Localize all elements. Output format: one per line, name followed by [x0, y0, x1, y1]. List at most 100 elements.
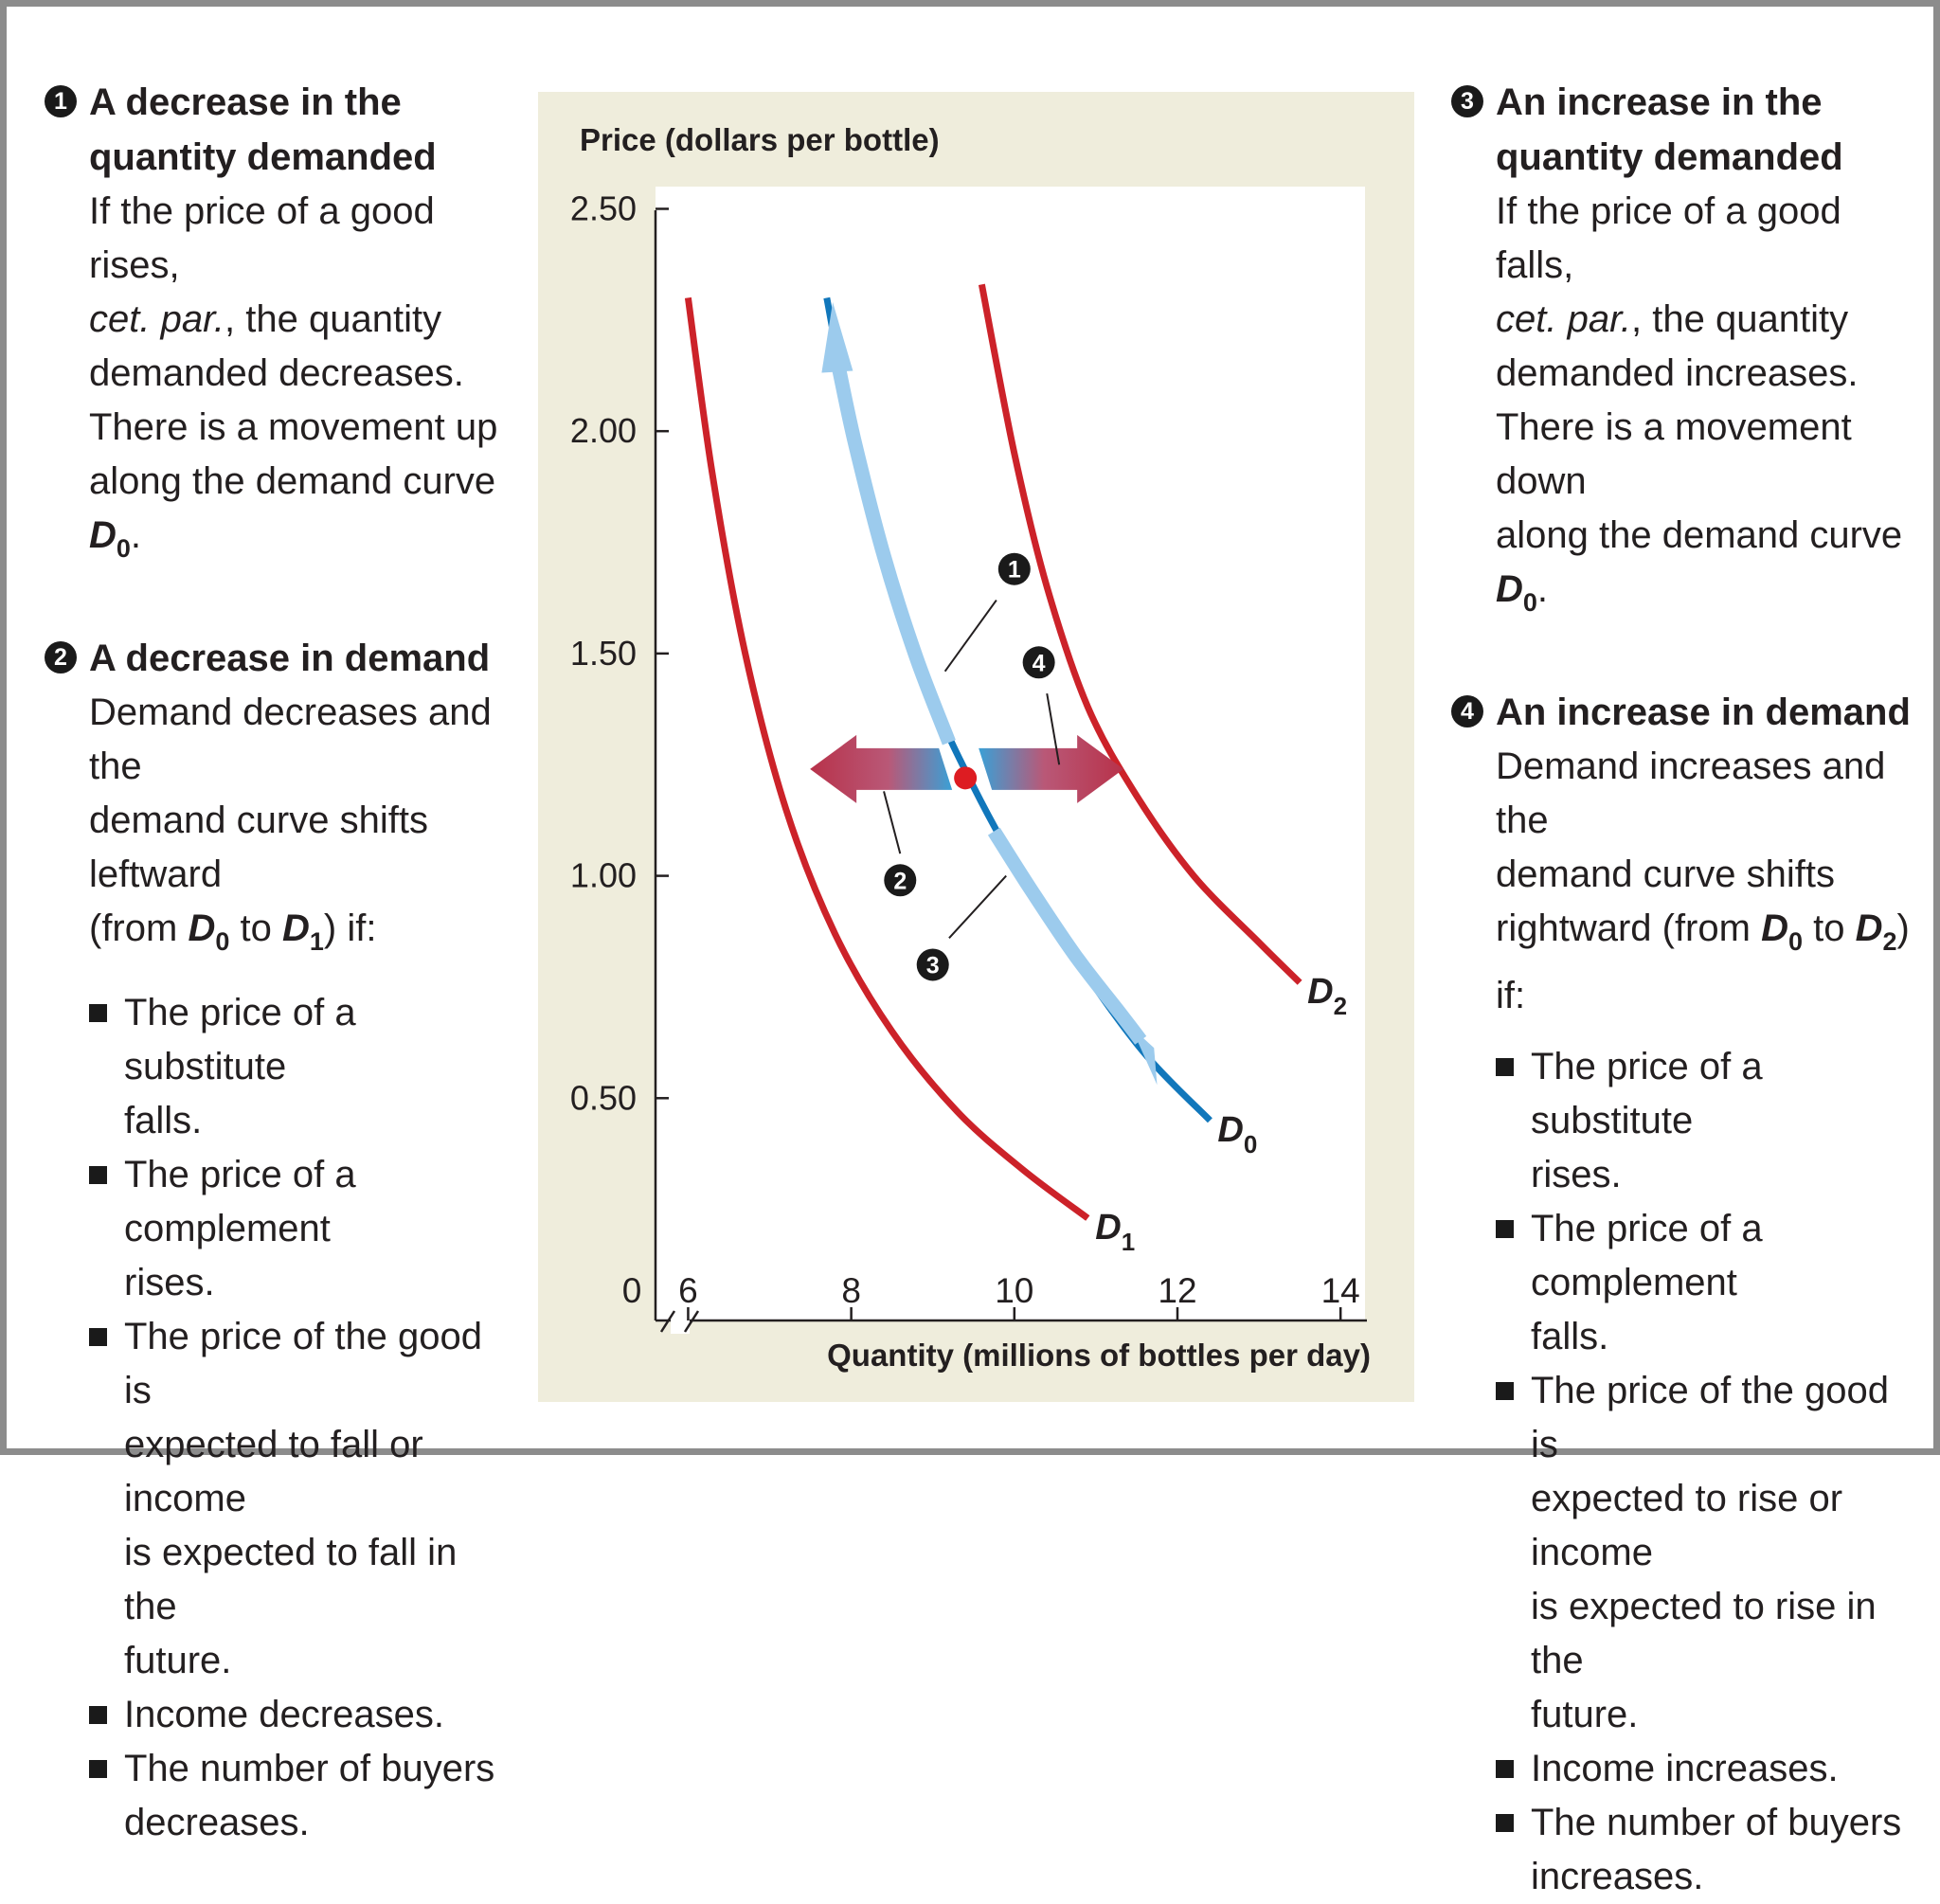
block1-line: There is a movement up: [89, 406, 498, 448]
x-tick-label: 6: [678, 1271, 698, 1310]
condition-line: Income increases.: [1531, 1748, 1839, 1789]
callout-3-number: 3: [926, 952, 940, 979]
chart-panel: Price (dollars per bottle) Quantity (mil…: [538, 92, 1414, 1402]
block3-body: If the price of a good falls, cet. par.,…: [1451, 185, 1925, 630]
block2-title-text: A decrease in demand: [89, 638, 491, 679]
curve-letter: D: [1307, 972, 1333, 1012]
curve-symbol: D0: [1496, 568, 1537, 617]
origin-label: 0: [622, 1271, 642, 1310]
curve-d2: [978, 283, 1302, 985]
curve-symbol: D1: [281, 907, 324, 956]
label-d1: D1: [1095, 1208, 1135, 1256]
bullet-square-icon: [1496, 1814, 1514, 1832]
block3-line-text: along the demand curve: [1496, 514, 1903, 556]
curve-letter: D: [1855, 907, 1883, 949]
callout-3-leader: [948, 874, 1007, 939]
x-tick-label: 14: [1321, 1271, 1360, 1310]
curve-subscript: 1: [309, 927, 324, 956]
condition-item: The price of a substitute falls.: [89, 986, 518, 1148]
block4-title-text: An increase in demand: [1496, 692, 1911, 733]
block1-title-line2: quantity demanded: [89, 136, 437, 178]
curve-symbol: D0: [1761, 907, 1803, 956]
shift-left-arrow: [810, 734, 953, 803]
block3-title-line2: quantity demanded: [1496, 136, 1843, 178]
callout-2-circle: [884, 864, 917, 897]
condition-line: expected to rise or income: [1531, 1478, 1843, 1573]
decrease-conditions-list: The price of a substitute falls. The price…: [45, 986, 518, 1850]
bullet-square-icon: [89, 1166, 107, 1184]
axes: 0.501.001.502.002.506 8 10 12 14: [570, 189, 1367, 1334]
condition-item: The price of a complement falls.: [1496, 1202, 1925, 1364]
condition-line: The price of a substitute: [124, 992, 356, 1087]
callout-1-number: 1: [1008, 557, 1021, 584]
condition-item: The price of the good is expected to fall…: [89, 1310, 518, 1688]
demand-chart: Price (dollars per bottle) Quantity (mil…: [570, 122, 1371, 1373]
callout-1-leader: [943, 599, 997, 673]
curve-symbol: D0: [188, 907, 229, 956]
condition-item: The price of a complement rises.: [89, 1148, 518, 1310]
callout-1-circle: [997, 552, 1031, 585]
axis-break-mark: [683, 1310, 700, 1333]
block2-body: Demand decreases and the demand curve sh…: [45, 686, 518, 969]
bullet-square-icon: [89, 1004, 107, 1022]
block1-title: 1 A decrease in the quantity demanded: [45, 75, 518, 185]
callout-4-circle: [1022, 646, 1055, 679]
condition-line: future.: [1531, 1694, 1639, 1735]
curve-symbol: D0: [89, 514, 131, 563]
sentence-end: .: [1536, 568, 1549, 610]
if-text: ) if:: [323, 907, 377, 949]
block4-from-text: rightward (from: [1496, 907, 1751, 949]
x-tick-label: 12: [1158, 1271, 1196, 1310]
block3-title-line1: An increase in the: [1496, 81, 1823, 123]
condition-line: The price of a substitute: [1531, 1046, 1763, 1141]
callout-4-number: 4: [1033, 650, 1046, 676]
x-tick-label: 8: [841, 1271, 861, 1310]
cet-par-text: cet. par.: [89, 298, 225, 340]
callout-2-badge: 2: [45, 641, 77, 674]
block1-line: cet. par., the quantity: [89, 293, 518, 347]
movement-up-arrowhead: [821, 302, 853, 373]
curve-letter: D: [1095, 1208, 1121, 1248]
right-explanation-panel: 3 An increase in the quantity demanded I…: [1451, 75, 1925, 1904]
condition-line: is expected to rise in the: [1531, 1586, 1877, 1681]
block3-line: along the demand curve D0.: [1496, 509, 1925, 630]
curve-subscript: 0: [1787, 927, 1803, 956]
condition-line: decreases.: [124, 1802, 310, 1843]
condition-line: Income decreases.: [124, 1694, 444, 1735]
callout-3-badge: 3: [1451, 85, 1483, 117]
block1-body: If the price of a good rises, cet. par.,…: [45, 185, 518, 576]
block2-line: (from D0 to D1) if:: [89, 902, 518, 969]
increase-conditions-list: The price of a substitute rises. The price…: [1451, 1040, 1925, 1904]
condition-line: The number of buyers: [1531, 1802, 1902, 1843]
block1-line-rest: , the quantity: [225, 298, 442, 340]
condition-line: rises.: [1531, 1154, 1622, 1195]
if-text: ) if:: [1496, 907, 1910, 1016]
block3-line: demanded increases.: [1496, 352, 1859, 394]
curve-letter: D: [281, 907, 310, 949]
block2-line: demand curve shifts leftward: [89, 799, 428, 895]
curve-letter: D: [1496, 568, 1523, 610]
condition-line: expected to fall or income: [124, 1424, 423, 1519]
left-explanation-panel: 1 A decrease in the quantity demanded If…: [45, 75, 518, 1850]
condition-line: falls.: [124, 1100, 203, 1141]
block3-title: 3 An increase in the quantity demanded: [1451, 75, 1925, 185]
curve-letter: D: [1217, 1110, 1243, 1150]
bullet-square-icon: [1496, 1382, 1514, 1400]
initial-point: [954, 766, 978, 790]
curve-subscript: 0: [1522, 588, 1537, 617]
condition-line: is expected to fall in the: [124, 1532, 458, 1627]
curve-subscript: 0: [215, 927, 230, 956]
condition-line: increases.: [1531, 1856, 1704, 1897]
block1-line-text: along the demand curve: [89, 460, 496, 502]
block4-line: demand curve shifts: [1496, 853, 1835, 895]
callout-4-leader: [1046, 692, 1061, 765]
block2-line: Demand decreases and the: [89, 692, 492, 787]
axis-break-gap: [671, 1307, 690, 1334]
bullet-square-icon: [1496, 1220, 1514, 1238]
curve-letter: D: [89, 514, 117, 556]
block1-line: demanded decreases.: [89, 352, 464, 394]
y-tick-label: 2.00: [570, 411, 637, 450]
curve-d1: [684, 296, 1090, 1221]
